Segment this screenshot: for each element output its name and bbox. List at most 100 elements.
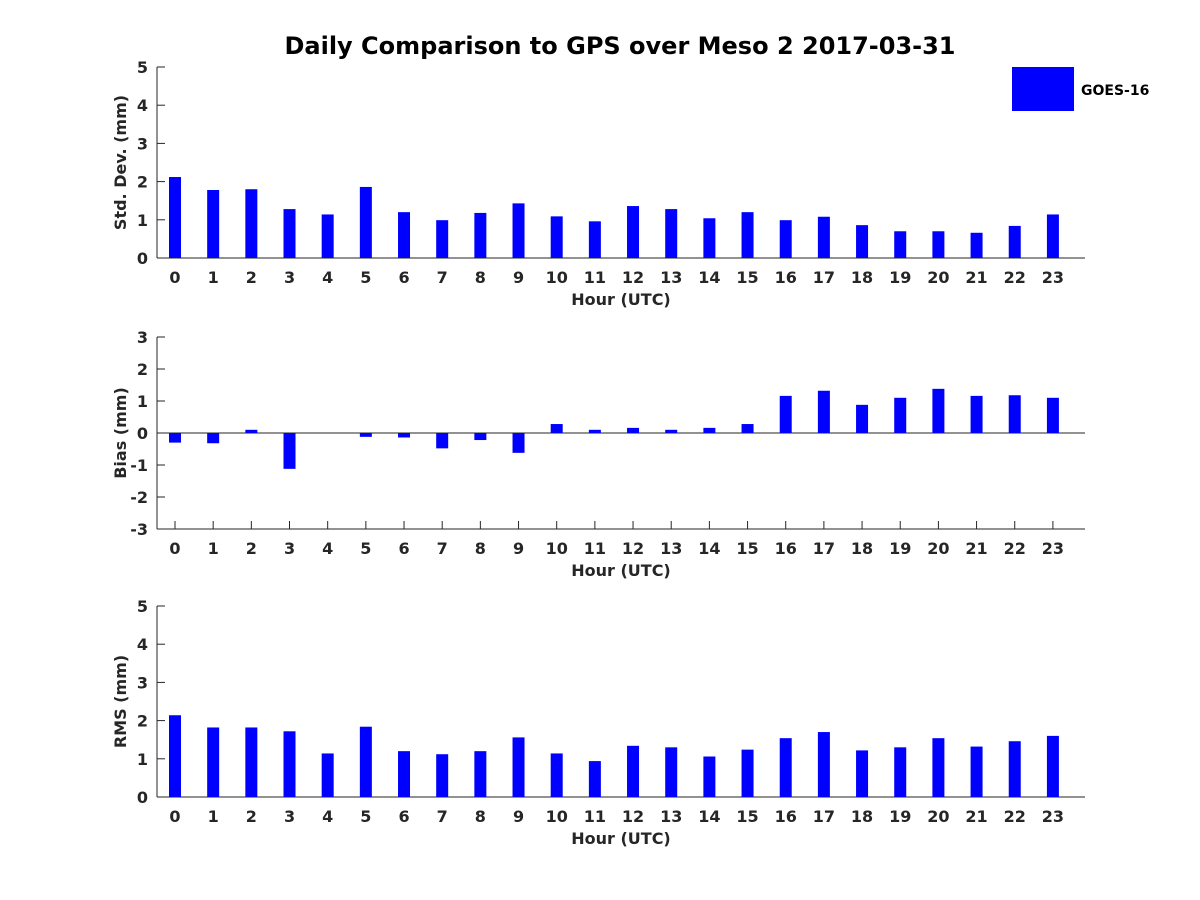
bar-hour-18 — [856, 404, 869, 433]
x-tick-label: 0 — [169, 539, 180, 558]
x-tick-label: 20 — [927, 268, 949, 287]
bar-hour-20 — [932, 738, 945, 797]
x-tick-label: 13 — [660, 268, 682, 287]
legend: GOES-16 — [1012, 67, 1149, 111]
x-tick-label: 16 — [775, 268, 797, 287]
x-tick-label: 0 — [169, 268, 180, 287]
legend-swatch — [1012, 67, 1074, 111]
bar-hour-5 — [359, 726, 372, 797]
x-tick-label: 15 — [736, 807, 758, 826]
x-tick-label: 6 — [398, 807, 409, 826]
chart-title: Daily Comparison to GPS over Meso 2 2017… — [284, 32, 955, 60]
x-tick-label: 6 — [398, 268, 409, 287]
y-tick-label: -1 — [130, 456, 148, 475]
bar-hour-4 — [321, 214, 334, 258]
x-tick-label: 1 — [208, 268, 219, 287]
x-tick-label: 22 — [1004, 539, 1026, 558]
bar-hour-20 — [932, 388, 945, 433]
bar-hour-3 — [283, 433, 296, 469]
bar-hour-4 — [321, 753, 334, 797]
x-tick-label: 14 — [698, 268, 720, 287]
bar-hour-8 — [474, 433, 487, 441]
x-tick-label: 8 — [475, 268, 486, 287]
bar-hour-0 — [169, 177, 181, 258]
x-tick-label: 17 — [813, 807, 835, 826]
bar-hour-13 — [665, 209, 678, 258]
bar-hour-12 — [627, 206, 640, 258]
bar-hour-3 — [283, 731, 296, 797]
x-tick-label: 16 — [775, 807, 797, 826]
bar-hour-21 — [970, 746, 983, 797]
bar-hour-15 — [741, 424, 754, 433]
x-tick-label: 4 — [322, 539, 333, 558]
y-axis-label: Bias (mm) — [111, 387, 130, 479]
x-axis-label: Hour (UTC) — [571, 829, 671, 848]
bar-hour-14 — [703, 218, 716, 258]
bar-hour-21 — [970, 232, 983, 258]
x-tick-label: 12 — [622, 539, 644, 558]
bar-hour-12 — [627, 427, 640, 433]
x-tick-label: 11 — [584, 807, 606, 826]
x-tick-label: 9 — [513, 268, 524, 287]
bar-hour-11 — [588, 429, 601, 433]
x-tick-label: 10 — [546, 539, 568, 558]
x-tick-label: 4 — [322, 807, 333, 826]
x-tick-label: 11 — [584, 268, 606, 287]
bar-hour-17 — [817, 216, 830, 258]
x-tick-label: 13 — [660, 807, 682, 826]
bar-hour-19 — [894, 747, 907, 797]
bar-hour-21 — [970, 395, 983, 433]
x-tick-label: 7 — [437, 807, 448, 826]
x-tick-label: 9 — [513, 807, 524, 826]
x-tick-label: 14 — [698, 539, 720, 558]
bar-hour-13 — [665, 429, 678, 433]
bar-hour-18 — [856, 225, 869, 258]
bar-hour-23 — [1046, 397, 1059, 433]
y-tick-label: 2 — [137, 173, 148, 192]
y-tick-label: 3 — [137, 328, 148, 347]
bar-hour-2 — [245, 727, 258, 797]
bar-hour-9 — [512, 433, 525, 453]
bar-hour-7 — [436, 754, 449, 797]
bar-hour-17 — [817, 390, 830, 433]
x-tick-label: 20 — [927, 807, 949, 826]
y-tick-label: 0 — [137, 249, 148, 268]
x-tick-label: 18 — [851, 268, 873, 287]
x-tick-label: 3 — [284, 268, 295, 287]
x-tick-label: 22 — [1004, 807, 1026, 826]
x-tick-label: 7 — [437, 268, 448, 287]
y-tick-label: 5 — [137, 597, 148, 616]
bar-hour-1 — [207, 433, 220, 444]
x-tick-label: 1 — [208, 539, 219, 558]
bar-hour-22 — [1008, 395, 1021, 433]
bar-hour-8 — [474, 751, 487, 797]
y-tick-label: 3 — [137, 134, 148, 153]
y-tick-label: 1 — [137, 392, 148, 411]
bar-hour-17 — [817, 732, 830, 797]
x-tick-label: 23 — [1042, 807, 1064, 826]
x-tick-label: 15 — [736, 268, 758, 287]
bar-hour-23 — [1046, 214, 1059, 258]
bar-hour-10 — [550, 216, 563, 258]
y-tick-label: 3 — [137, 673, 148, 692]
bar-hour-11 — [588, 221, 601, 258]
y-tick-label: -3 — [130, 520, 148, 539]
x-tick-label: 1 — [208, 807, 219, 826]
bar-hour-9 — [512, 737, 525, 797]
bar-hour-14 — [703, 427, 716, 433]
bar-hour-7 — [436, 433, 449, 449]
x-tick-label: 10 — [546, 807, 568, 826]
x-tick-label: 2 — [246, 539, 257, 558]
x-tick-label: 6 — [398, 539, 409, 558]
x-tick-label: 19 — [889, 807, 911, 826]
x-tick-label: 8 — [475, 807, 486, 826]
y-tick-label: 1 — [137, 750, 148, 769]
x-tick-label: 2 — [246, 268, 257, 287]
y-tick-label: 1 — [137, 211, 148, 230]
x-tick-label: 20 — [927, 539, 949, 558]
x-tick-label: 15 — [736, 539, 758, 558]
bar-hour-15 — [741, 749, 754, 797]
